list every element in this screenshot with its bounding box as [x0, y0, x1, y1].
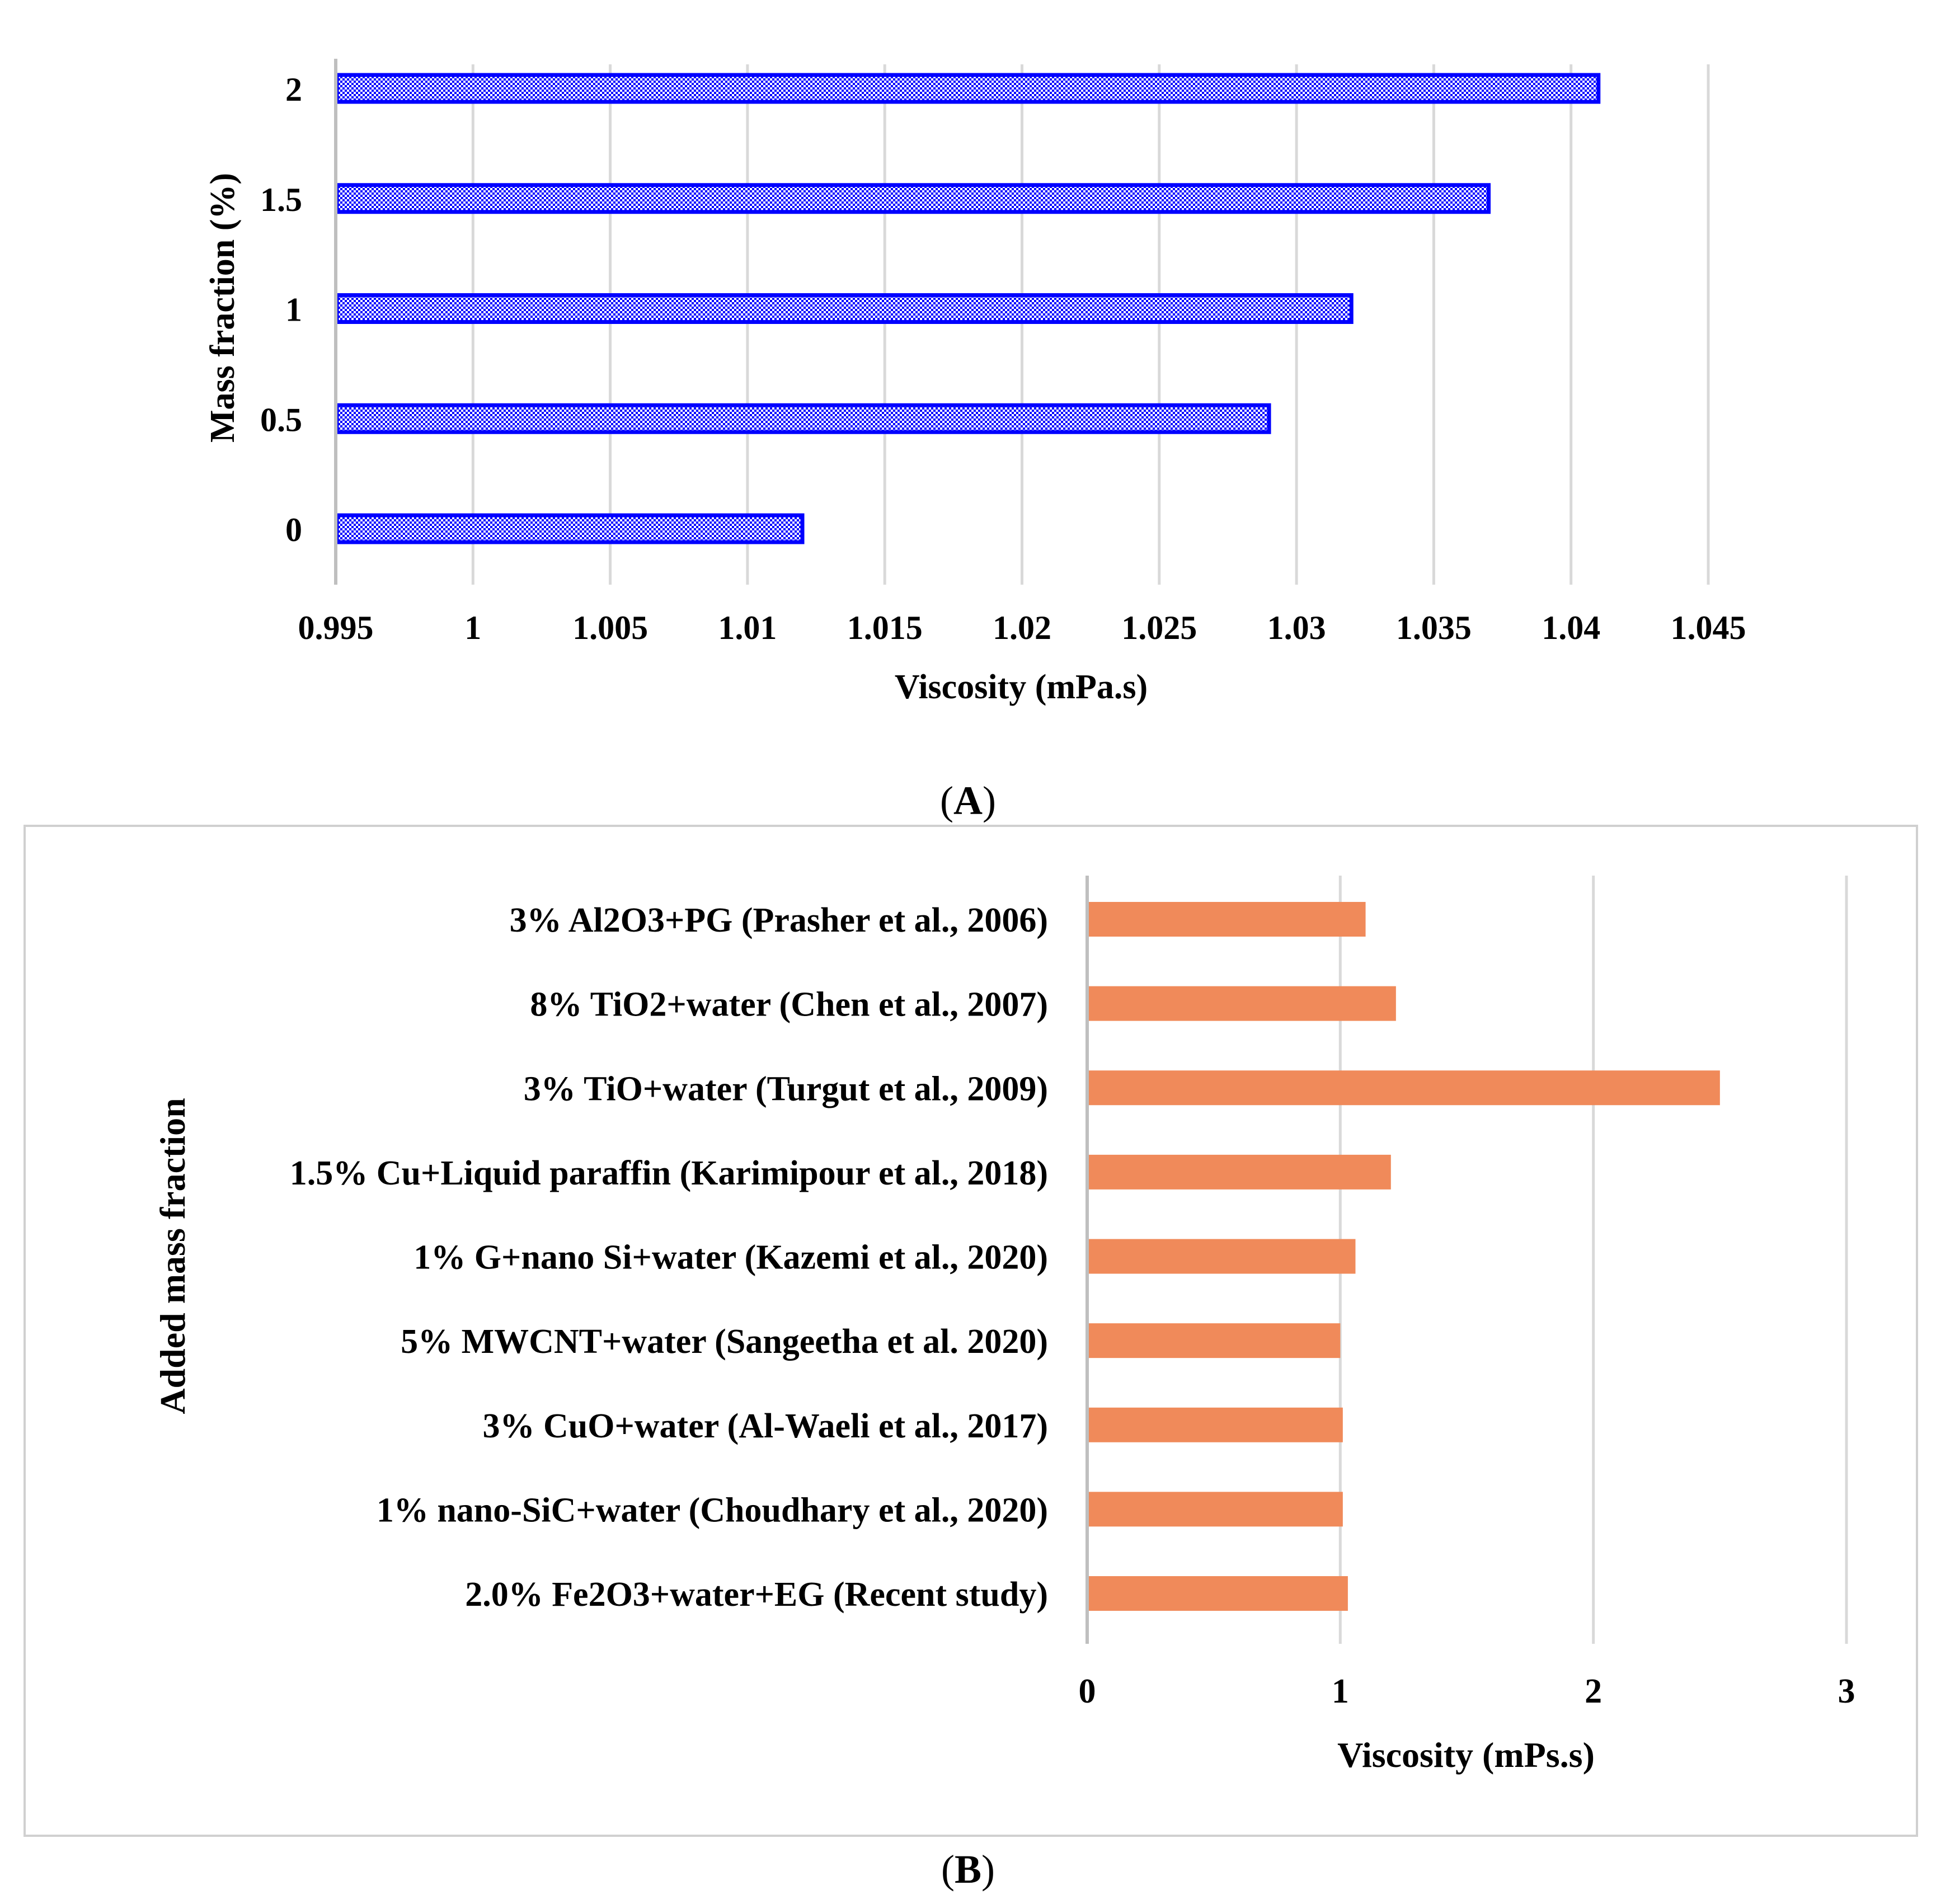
chart-panel-b: 0 1 2 3 2.0% Fe2O3+water+EG (Recent study) 1…	[24, 825, 1918, 1892]
chart-b-bar-2-0-fe2o3-water-eg-recent-study	[1089, 1576, 1348, 1611]
caption-a: (A)	[940, 778, 996, 823]
chart-b-x-tick-label: 2	[1585, 1672, 1602, 1710]
chart-a-x-axis-title: Viscosity (mPa.s)	[895, 668, 1148, 706]
chart-a-x-tick-label: 1.01	[718, 609, 777, 646]
chart-a-y-axis-title: Mass fraction (%)	[204, 173, 242, 443]
chart-a-bar-0	[335, 513, 805, 544]
chart-b-x-axis-title: Viscosity (mPs.s)	[1337, 1735, 1595, 1775]
chart-b-y-tick-label: 2.0% Fe2O3+water+EG (Recent study)	[465, 1576, 1048, 1614]
chart-panel-a: 0.995 1 1.005 1.01 1.015 1.02 1.025 1.03 1.035 1.…	[204, 59, 1746, 823]
chart-a-x-tick-label: 1.005	[572, 609, 648, 646]
chart-a-x-tick-label: 1.03	[1267, 609, 1326, 646]
chart-b-bar-1-g-nano-si-water-kazemi-et-al-2020	[1089, 1239, 1356, 1274]
chart-a-y-tick-label: 1.5	[260, 181, 302, 218]
chart-b-gridlines	[1338, 876, 1848, 1644]
chart-b-x-tick-label: 0	[1079, 1672, 1096, 1710]
caption-a-letter: A	[953, 778, 983, 823]
chart-b-y-tick-label: 8% TiO2+water (Chen et al., 2007)	[530, 986, 1048, 1024]
chart-a-x-tick-label: 1.045	[1671, 609, 1746, 646]
chart-b-bar-5-mwcnt-water-sangeetha-et-al-2020	[1089, 1323, 1341, 1358]
chart-b-y-tick-label: 5% MWCNT+water (Sangeetha et al. 2020)	[401, 1323, 1048, 1361]
caption-b: (B)	[941, 1847, 995, 1892]
chart-b-y-tick-labels: 2.0% Fe2O3+water+EG (Recent study) 1% nan…	[290, 901, 1048, 1614]
chart-a-y-tick-label: 0.5	[260, 401, 302, 438]
chart-b-y-tick-label: 1.5% Cu+Liquid paraffin (Karimipour et a…	[290, 1154, 1048, 1192]
caption-a-close: )	[983, 778, 996, 823]
chart-a-x-tick-label: 1.025	[1121, 609, 1197, 646]
chart-b-x-tick-label: 3	[1838, 1672, 1855, 1710]
caption-b-letter: B	[955, 1847, 981, 1892]
chart-a-x-tick-label: 1.035	[1396, 609, 1472, 646]
chart-b-y-tick-label: 3% TiO+water (Turgut et al., 2009)	[524, 1070, 1048, 1108]
chart-a-y-tick-label: 1	[285, 292, 302, 328]
chart-a-y-tick-label: 2	[285, 71, 302, 108]
chart-b-bar-3-al2o3-pg-prasher-et-al-2006	[1089, 902, 1366, 937]
chart-a-x-tick-label: 0.995	[298, 609, 374, 646]
chart-a-y-tick-label: 0	[285, 511, 302, 548]
chart-a-bars	[335, 73, 1601, 544]
chart-a-bar-0-5	[335, 403, 1271, 434]
chart-b-y-axis-title: Added mass fraction	[153, 1098, 192, 1414]
chart-a-bar-1-5	[335, 183, 1491, 214]
chart-a-gridlines	[471, 64, 1710, 585]
chart-a-bar-2	[335, 73, 1601, 104]
chart-b-frame	[24, 825, 1918, 1837]
chart-a-x-tick-labels: 0.995 1 1.005 1.01 1.015 1.02 1.025 1.03 1.035 1.…	[298, 609, 1746, 646]
chart-a-x-tick-label: 1.02	[993, 609, 1051, 646]
caption-b-close: )	[981, 1847, 995, 1892]
caption-b-open: (	[941, 1847, 955, 1892]
chart-b-y-tick-label: 1% G+nano Si+water (Kazemi et al., 2020)	[413, 1239, 1048, 1277]
chart-b-y-tick-label: 1% nano-SiC+water (Choudhary et al., 202…	[377, 1491, 1048, 1529]
caption-a-open: (	[940, 778, 953, 823]
chart-b-y-tick-label: 3% CuO+water (Al-Waeli et al., 2017)	[482, 1407, 1048, 1445]
chart-a-x-tick-label: 1	[464, 609, 481, 646]
chart-b-bars	[1089, 902, 1720, 1611]
chart-a-x-tick-label: 1.04	[1542, 609, 1600, 646]
chart-b-x-tick-labels: 0 1 2 3	[1079, 1672, 1855, 1710]
chart-a-y-tick-labels: 0 0.5 1 1.5 2	[260, 71, 302, 548]
chart-b-bar-8-tio2-water-chen-et-al-2007	[1089, 986, 1396, 1021]
chart-b-bar-3-tio-water-turgut-et-al-2009	[1089, 1070, 1720, 1106]
chart-b-bar-1-5-cu-liquid-paraffin-karimipour-et-al-2018	[1089, 1154, 1391, 1190]
chart-b-y-tick-label: 3% Al2O3+PG (Prasher et al., 2006)	[510, 901, 1048, 939]
chart-b-bar-1-nano-sic-water-choudhary-et-al-2020	[1089, 1492, 1343, 1527]
chart-a-x-tick-label: 1.015	[847, 609, 923, 646]
chart-a-bar-1	[335, 293, 1354, 324]
chart-b-bar-3-cuo-water-al-waeli-et-al-2017	[1089, 1407, 1343, 1442]
chart-b-x-tick-label: 1	[1332, 1672, 1349, 1710]
